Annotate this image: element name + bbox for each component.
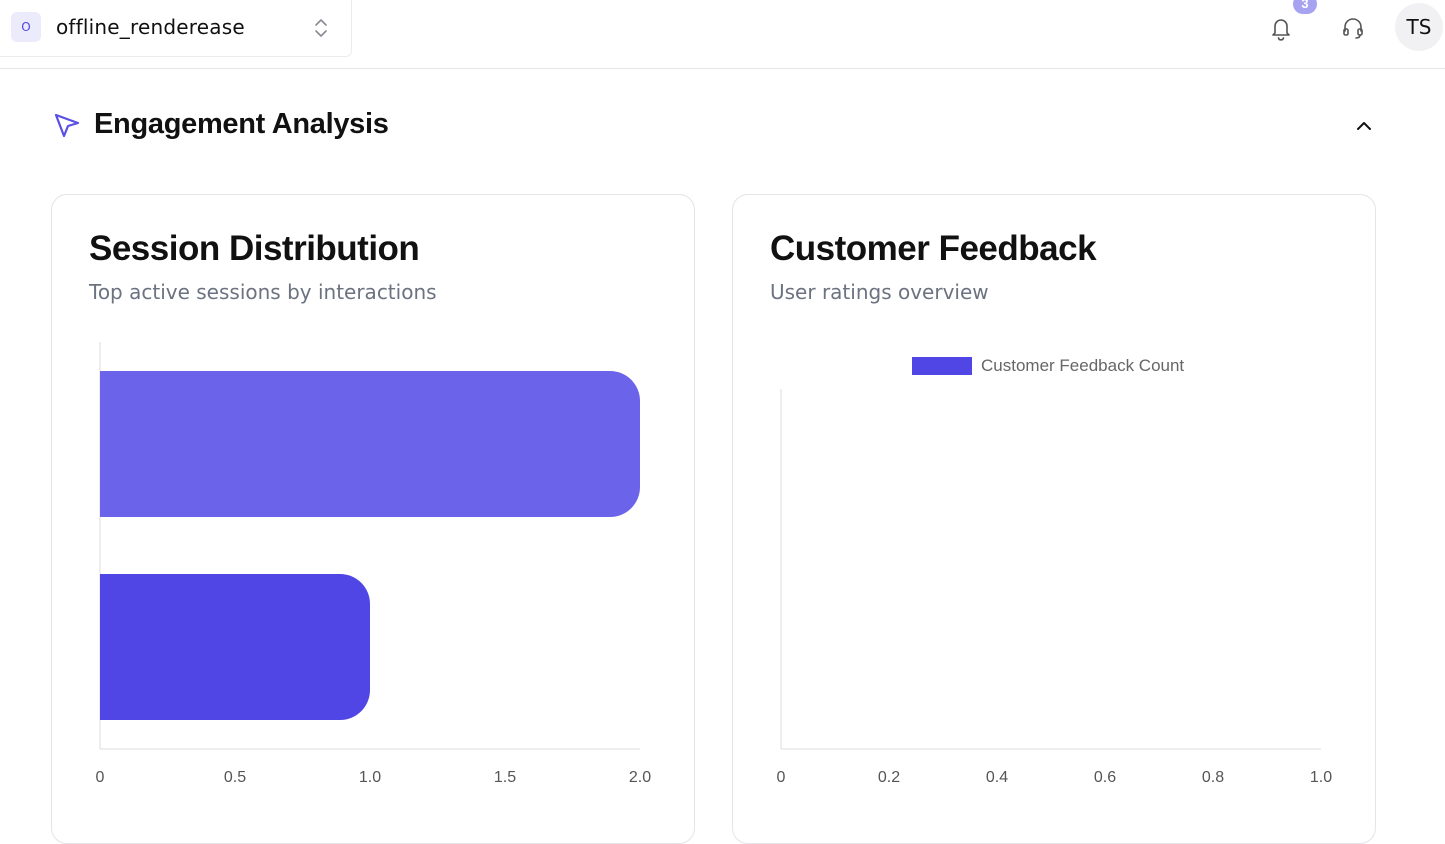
workspace-badge: O (11, 12, 41, 42)
chevron-up-icon[interactable] (1352, 114, 1376, 138)
x-tick-label: 0.8 (1202, 769, 1224, 786)
headset-icon[interactable] (1337, 12, 1369, 44)
session-bar (100, 574, 370, 720)
card-title: Customer Feedback (770, 229, 1097, 268)
x-tick-label: 0.6 (1094, 769, 1116, 786)
legend-label: Customer Feedback Count (981, 356, 1184, 375)
card-title: Session Distribution (89, 229, 420, 268)
x-tick-label: 2.0 (629, 769, 651, 786)
x-tick-label: 0.5 (224, 769, 246, 786)
cursor-arrow-icon (54, 113, 80, 138)
user-avatar[interactable]: TS (1395, 3, 1443, 51)
bell-icon[interactable] (1265, 12, 1297, 44)
x-tick-label: 0 (96, 769, 105, 786)
session-bar-chart: 0 0.5 1.0 1.5 2.0 Customer Feedback Count 0 0.2… (96, 342, 1332, 786)
legend-swatch (912, 357, 972, 375)
x-tick-label: 0.2 (878, 769, 900, 786)
customer-feedback-card: Customer Feedback User ratings overview (732, 194, 1376, 844)
x-tick-label: 1.5 (494, 769, 516, 786)
x-tick-label: 0.4 (986, 769, 1008, 786)
session-bar (100, 371, 640, 517)
notification-badge: 3 (1293, 0, 1317, 14)
x-tick-label: 1.0 (1310, 769, 1332, 786)
section-title: Engagement Analysis (94, 108, 389, 140)
card-subtitle: Top active sessions by interactions (89, 280, 437, 304)
top-bar: O offline_renderease 3 TS (0, 0, 1445, 69)
x-tick-label: 1.0 (359, 769, 381, 786)
chevron-up-down-icon (315, 19, 327, 37)
workspace-name: offline_renderease (56, 15, 245, 39)
card-subtitle: User ratings overview (770, 280, 989, 304)
session-distribution-card: Session Distribution Top active sessions… (51, 194, 695, 844)
x-tick-label: 0 (777, 769, 786, 786)
workspace-switcher[interactable]: O offline_renderease (0, 0, 352, 57)
